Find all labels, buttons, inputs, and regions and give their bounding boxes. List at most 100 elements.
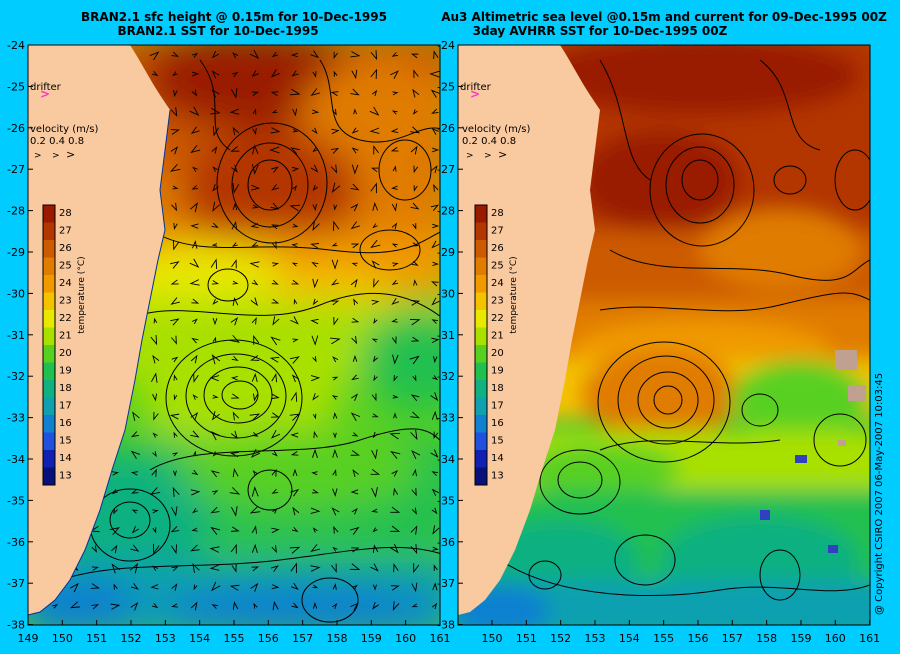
current-arrow	[292, 185, 298, 191]
current-arrow	[190, 354, 198, 364]
current-arrow	[209, 375, 220, 382]
current-arrow	[230, 88, 238, 99]
current-arrow	[249, 413, 261, 421]
current-arrow	[331, 108, 337, 116]
current-arrow	[153, 317, 158, 324]
current-arrow	[251, 372, 258, 383]
current-arrow	[169, 413, 180, 420]
current-arrow	[171, 51, 179, 57]
left-colorbar-tick-label: 23	[59, 296, 72, 307]
current-arrow	[252, 144, 259, 155]
current-arrow	[230, 451, 239, 458]
current-arrow	[371, 393, 377, 402]
current-arrow	[230, 317, 239, 326]
current-arrow	[310, 544, 321, 553]
current-arrow	[351, 393, 358, 401]
current-arrow	[290, 88, 301, 96]
right-cloud-mask	[760, 350, 866, 553]
current-arrow	[271, 166, 279, 173]
current-arrow	[271, 412, 280, 418]
right-colorbar-swatch	[475, 380, 487, 398]
current-arrow	[113, 507, 118, 515]
current-arrow	[332, 469, 337, 476]
current-arrow	[173, 374, 178, 381]
current-arrow	[251, 184, 261, 191]
current-arrow	[412, 468, 417, 477]
current-arrow	[411, 260, 419, 266]
current-arrow	[172, 452, 179, 457]
current-arrow	[413, 563, 420, 574]
current-arrow	[332, 448, 338, 458]
current-arrow	[373, 144, 379, 155]
current-arrow	[212, 336, 217, 343]
current-arrow	[169, 164, 181, 172]
current-arrow	[232, 297, 239, 306]
current-arrow	[333, 51, 338, 59]
current-arrow	[413, 279, 418, 286]
current-arrow	[431, 337, 440, 344]
current-arrow	[253, 393, 259, 402]
current-arrow	[131, 525, 139, 534]
current-arrow	[209, 546, 220, 553]
current-arrow	[153, 543, 160, 555]
left-lat-tick-label: -26	[7, 122, 25, 135]
svg-text:>: >	[34, 151, 42, 161]
current-arrow	[172, 185, 179, 190]
current-arrow	[271, 527, 280, 534]
left-lon-tick-label: 157	[292, 632, 313, 645]
current-arrow	[191, 71, 200, 77]
current-arrow	[192, 166, 198, 172]
left-colorbar-tick-label: 26	[59, 243, 72, 254]
current-arrow	[290, 52, 298, 58]
current-arrow	[310, 565, 321, 572]
current-arrow	[192, 508, 198, 514]
current-arrow	[409, 355, 420, 365]
current-arrow	[312, 584, 319, 589]
current-arrow	[310, 164, 319, 173]
left-lat-tick-label: -32	[7, 370, 25, 383]
current-arrow	[270, 565, 279, 573]
current-arrow	[291, 70, 299, 77]
current-arrow	[351, 336, 358, 345]
current-arrow	[331, 128, 340, 135]
right-colorbar-tick-label: 21	[491, 331, 504, 342]
current-arrow	[190, 144, 201, 154]
current-arrow	[211, 146, 218, 154]
current-arrow	[231, 165, 238, 173]
current-arrow	[333, 317, 339, 326]
current-arrow	[392, 262, 399, 267]
right-land-australia	[458, 45, 600, 615]
left-colorbar-swatch	[43, 450, 55, 468]
current-arrow	[250, 355, 260, 361]
left-colorbar: 28 27 26 25 24 23 22 21 20 19 18 17 16 15 14 13	[42, 204, 72, 486]
current-arrow	[331, 507, 340, 516]
right-velocity-title: velocity (m/s)	[462, 124, 530, 135]
right-colorbar-swatch	[475, 310, 487, 328]
current-arrow	[271, 372, 278, 383]
current-arrow	[351, 507, 358, 515]
current-arrow	[130, 544, 140, 552]
current-arrow	[91, 566, 100, 571]
current-arrow	[152, 393, 158, 402]
right-lon-tick-label: 161	[859, 632, 880, 645]
current-arrow	[170, 544, 178, 555]
current-arrow	[312, 71, 317, 78]
right-colorbar-tick-label: 13	[491, 471, 504, 482]
current-arrow	[129, 562, 139, 574]
current-arrow	[312, 220, 320, 231]
current-arrow	[391, 110, 398, 115]
current-arrow	[212, 298, 219, 305]
current-arrow	[313, 430, 318, 439]
current-arrow	[252, 164, 259, 175]
current-arrow	[232, 280, 239, 285]
right-colorbar-tick-label: 26	[491, 243, 504, 254]
current-arrow	[312, 298, 319, 306]
current-arrow	[332, 376, 339, 381]
current-arrow	[431, 240, 440, 249]
current-arrow	[410, 394, 420, 402]
current-arrow	[290, 488, 300, 497]
current-arrow	[371, 299, 380, 305]
current-arrow	[249, 261, 260, 268]
current-arrow	[432, 525, 440, 535]
right-sea-level-contours	[499, 59, 870, 601]
